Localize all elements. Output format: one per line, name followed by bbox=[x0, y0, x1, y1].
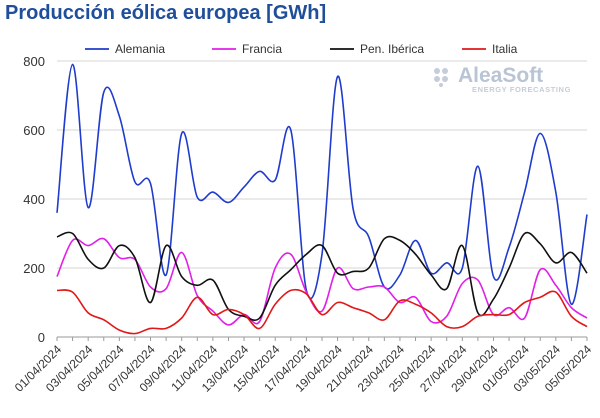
y-tick-label: 800 bbox=[23, 54, 45, 69]
aleasoft-logo: AleaSoft ENERGY FORECASTING bbox=[432, 64, 582, 100]
y-tick-label: 600 bbox=[23, 123, 45, 138]
legend-label: Francia bbox=[242, 42, 282, 56]
legend-item-1: Francia bbox=[212, 42, 282, 56]
series-lines bbox=[56, 63, 588, 335]
legend-item-3: Italia bbox=[462, 42, 518, 56]
y-tick-label: 200 bbox=[23, 261, 45, 276]
gridlines bbox=[57, 60, 587, 269]
y-tick-label: 400 bbox=[23, 192, 45, 207]
legend-item-0: Alemania bbox=[85, 42, 165, 56]
logo-tagline: ENERGY FORECASTING bbox=[472, 85, 572, 94]
chart-title: Producción eólica europea [GWh] bbox=[5, 2, 327, 24]
logo-mark-icon bbox=[434, 68, 448, 87]
series-line-0 bbox=[56, 63, 588, 306]
y-tick-label: 0 bbox=[38, 330, 45, 345]
series-line-3 bbox=[56, 288, 588, 335]
axes bbox=[56, 336, 588, 341]
legend: Alemania Francia Pen. Ibérica Italia bbox=[85, 42, 518, 56]
legend-label: Pen. Ibérica bbox=[360, 42, 424, 56]
legend-label: Alemania bbox=[115, 42, 165, 56]
logo-name: AleaSoft bbox=[458, 64, 544, 87]
legend-label: Italia bbox=[492, 42, 518, 56]
legend-item-2: Pen. Ibérica bbox=[330, 42, 424, 56]
series-line-2 bbox=[56, 231, 588, 321]
x-tick-labels: 01/04/202403/04/202405/04/202407/04/2024… bbox=[12, 342, 595, 395]
y-tick-labels: 0 200 400 600 800 bbox=[23, 54, 45, 345]
